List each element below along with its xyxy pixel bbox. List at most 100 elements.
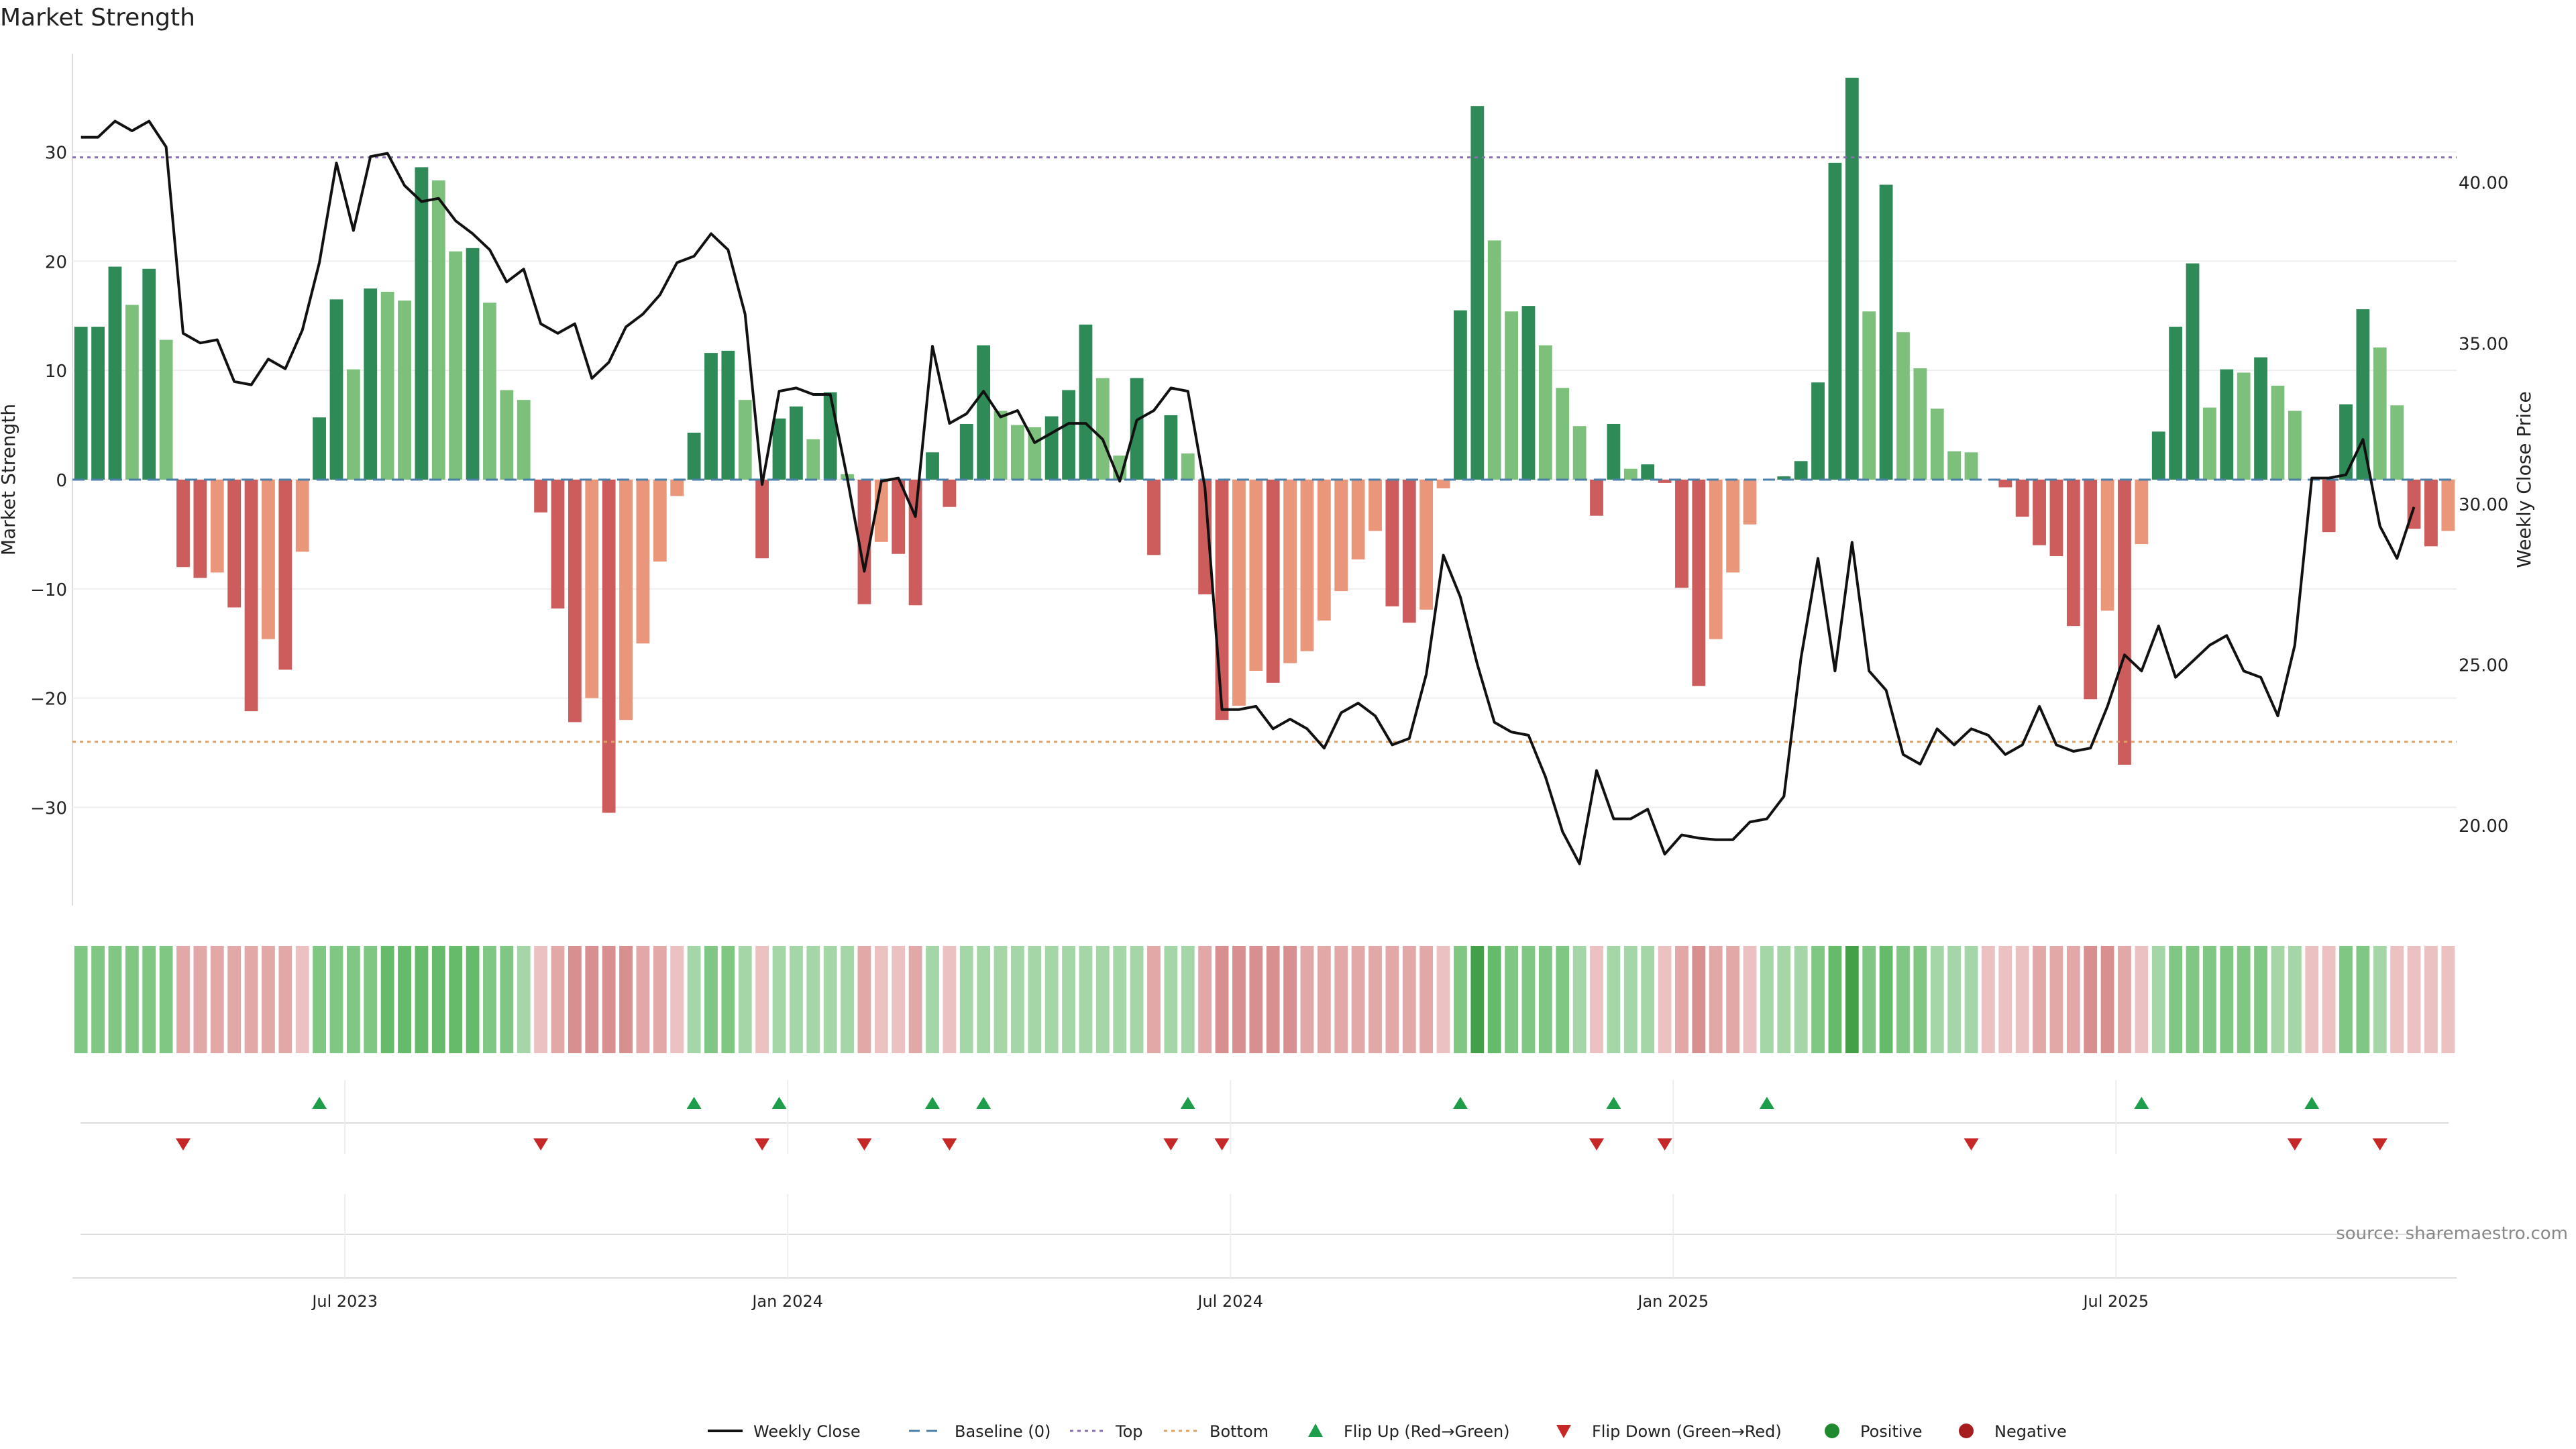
heat-block xyxy=(466,946,480,1053)
heat-block xyxy=(1913,946,1927,1053)
strength-bar xyxy=(2373,347,2387,480)
strength-bar xyxy=(1062,390,1075,480)
heat-block xyxy=(977,946,991,1053)
heat-block xyxy=(1232,946,1246,1053)
heat-block xyxy=(415,946,429,1053)
strength-bar xyxy=(1964,452,1978,480)
flip-down-marker xyxy=(176,1138,191,1150)
legend-label: Baseline (0) xyxy=(955,1422,1051,1441)
flip-down-marker xyxy=(942,1138,957,1150)
y-axis-right-label: Weekly Close Price xyxy=(2513,391,2535,568)
flip-up-marker xyxy=(924,1097,940,1109)
strength-bar xyxy=(1709,480,1723,639)
weekly-close-line xyxy=(80,119,2416,865)
strength-bar xyxy=(687,432,701,480)
x-tick-label: Jan 2025 xyxy=(1636,1292,1709,1311)
strength-bar xyxy=(2151,431,2165,480)
heat-block xyxy=(483,946,496,1053)
strength-bar xyxy=(1249,480,1263,671)
heat-block xyxy=(1164,946,1178,1053)
heat-block xyxy=(2169,946,2183,1053)
strength-bar xyxy=(1811,382,1825,480)
strength-bar xyxy=(2186,263,2200,480)
heat-block xyxy=(619,946,633,1053)
strength-bar xyxy=(1385,480,1399,606)
x-tick-label: Jan 2024 xyxy=(751,1292,823,1311)
heat-block xyxy=(1521,946,1536,1053)
legend-item-bottom: Bottom xyxy=(1164,1422,1269,1441)
heat-block xyxy=(1283,946,1297,1053)
strength-bar xyxy=(2015,480,2029,517)
strength-bar xyxy=(431,180,445,480)
strength-bar xyxy=(1998,480,2012,488)
strength-bar xyxy=(313,417,326,480)
flip-down-marker xyxy=(2287,1138,2302,1150)
heat-block xyxy=(2424,946,2438,1053)
heat-block xyxy=(227,946,241,1053)
legend-label: Positive xyxy=(1860,1422,1923,1441)
heat-block xyxy=(1095,946,1110,1053)
strength-bar xyxy=(1300,480,1314,651)
heat-block xyxy=(2288,946,2302,1053)
strength-bar xyxy=(2288,411,2302,480)
strength-bar xyxy=(1487,240,1501,480)
heat-block xyxy=(108,946,122,1053)
heat-block xyxy=(1623,946,1638,1053)
heat-block xyxy=(2203,946,2216,1053)
strength-bar xyxy=(602,480,616,813)
heat-block xyxy=(1947,946,1962,1053)
heat-block xyxy=(1470,946,1485,1053)
heat-block xyxy=(2237,946,2251,1053)
heat-block xyxy=(874,946,888,1053)
flip-signal-panel xyxy=(72,1097,2457,1279)
heat-block xyxy=(2373,946,2387,1053)
heat-block xyxy=(738,946,752,1053)
heat-block xyxy=(1044,946,1059,1053)
heat-block xyxy=(959,946,973,1053)
strength-bar xyxy=(483,303,496,480)
heat-block xyxy=(1402,946,1416,1053)
strength-bar xyxy=(755,480,769,559)
heat-block xyxy=(159,946,173,1053)
strength-bar xyxy=(1334,480,1348,592)
heat-block xyxy=(2254,946,2267,1053)
strength-bar xyxy=(142,268,156,480)
heat-block xyxy=(364,946,378,1053)
heat-block xyxy=(908,946,922,1053)
strength-bar xyxy=(2118,480,2131,765)
strength-bar xyxy=(636,480,650,644)
heat-block xyxy=(1862,946,1876,1053)
heat-block xyxy=(91,946,105,1053)
strength-bar xyxy=(2084,480,2098,700)
strength-bar xyxy=(721,350,735,480)
strength-bar xyxy=(193,480,207,578)
strength-bar xyxy=(585,480,599,698)
strength-bar xyxy=(2033,480,2046,545)
strength-bar xyxy=(1181,453,1195,480)
strength-bar xyxy=(1692,480,1706,686)
strength-bar xyxy=(466,248,480,480)
legend-item-top: Top xyxy=(1070,1422,1143,1441)
heat-block xyxy=(892,946,906,1053)
flip-down-marker xyxy=(533,1138,549,1150)
heat-block xyxy=(1811,946,1825,1053)
heat-block xyxy=(551,946,565,1053)
strength-bar xyxy=(1538,345,1552,480)
strength-bar xyxy=(823,392,837,480)
strength-bar xyxy=(517,400,531,480)
legend-label: Negative xyxy=(1994,1422,2067,1441)
strength-bar xyxy=(2441,480,2455,531)
strength-bar xyxy=(1658,480,1672,483)
heat-block xyxy=(1930,946,1944,1053)
strength-bar xyxy=(1436,480,1450,489)
strength-bar xyxy=(1044,416,1059,480)
flip-down-marker xyxy=(1163,1138,1179,1150)
heat-block xyxy=(2186,946,2200,1053)
strength-bar xyxy=(1947,451,1962,480)
heat-block xyxy=(1130,946,1144,1053)
heat-block xyxy=(313,946,326,1053)
heat-block xyxy=(1726,946,1740,1053)
flip-down-marker xyxy=(1964,1138,1979,1150)
flip-up-marker xyxy=(771,1097,787,1109)
